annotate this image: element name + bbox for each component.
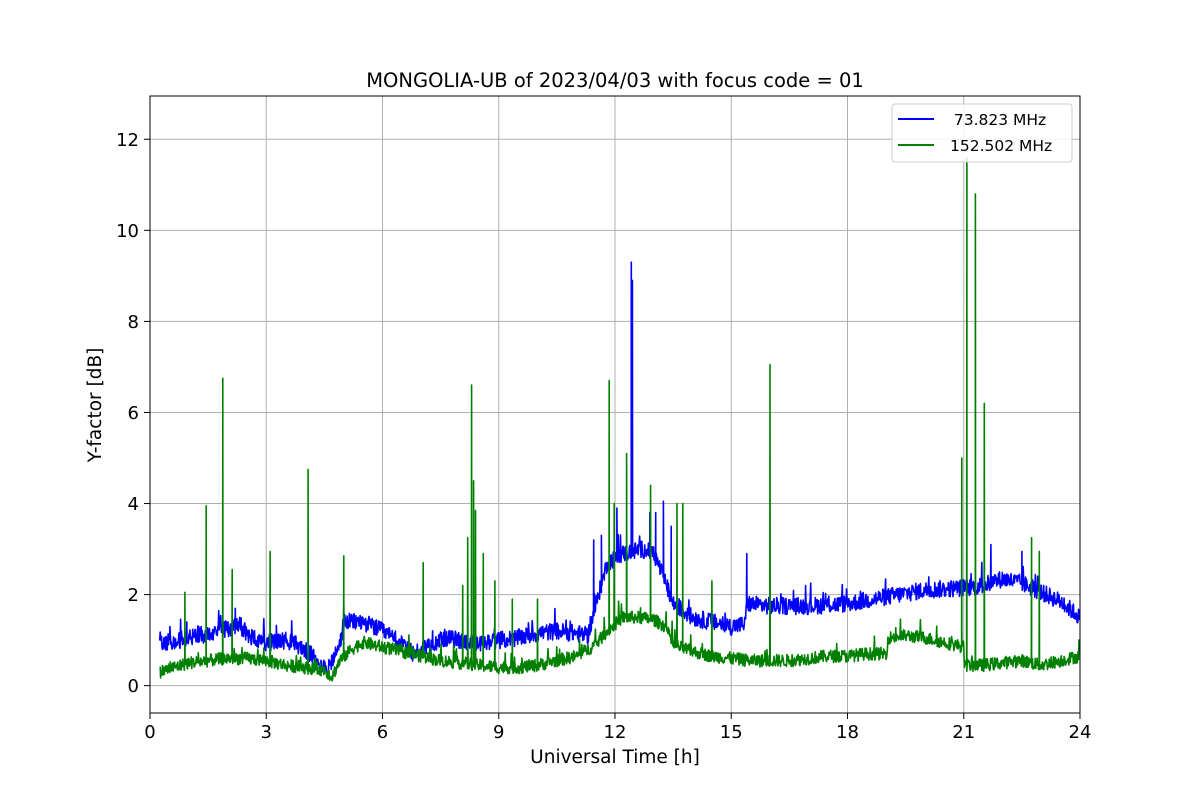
x-tick-label: 12 bbox=[604, 722, 627, 743]
y-tick-label: 6 bbox=[128, 403, 139, 424]
y-tick-label: 12 bbox=[116, 130, 139, 151]
x-tick-label: 18 bbox=[836, 722, 859, 743]
y-tick-label: 4 bbox=[128, 494, 139, 515]
y-tick-label: 2 bbox=[128, 585, 139, 606]
x-tick-label: 24 bbox=[1069, 722, 1092, 743]
series-line-0 bbox=[158, 261, 1080, 678]
x-tick-label: 6 bbox=[377, 722, 388, 743]
y-tick-label: 10 bbox=[116, 221, 139, 242]
series-layer bbox=[158, 156, 1080, 682]
chart-title: MONGOLIA-UB of 2023/04/03 with focus cod… bbox=[366, 69, 864, 92]
legend-label-152mhz: 152.502 MHz bbox=[950, 137, 1052, 155]
y-axis-label: Y-factor [dB] bbox=[85, 348, 106, 464]
x-tick-label: 3 bbox=[261, 722, 272, 743]
y-tick-label: 8 bbox=[128, 312, 139, 333]
plot-area bbox=[158, 156, 1080, 682]
x-tick-label: 0 bbox=[144, 722, 155, 743]
legend: 73.823 MHz 152.502 MHz bbox=[891, 103, 1073, 163]
x-tick-label: 21 bbox=[952, 722, 975, 743]
legend-label-73mhz: 73.823 MHz bbox=[944, 111, 1046, 129]
x-tick-label: 15 bbox=[720, 722, 743, 743]
y-tick-label: 0 bbox=[128, 676, 139, 697]
x-axis-label: Universal Time [h] bbox=[530, 747, 700, 768]
x-tick-label: 9 bbox=[493, 722, 504, 743]
series-line-1 bbox=[159, 156, 1080, 682]
legend-box bbox=[891, 103, 1073, 163]
